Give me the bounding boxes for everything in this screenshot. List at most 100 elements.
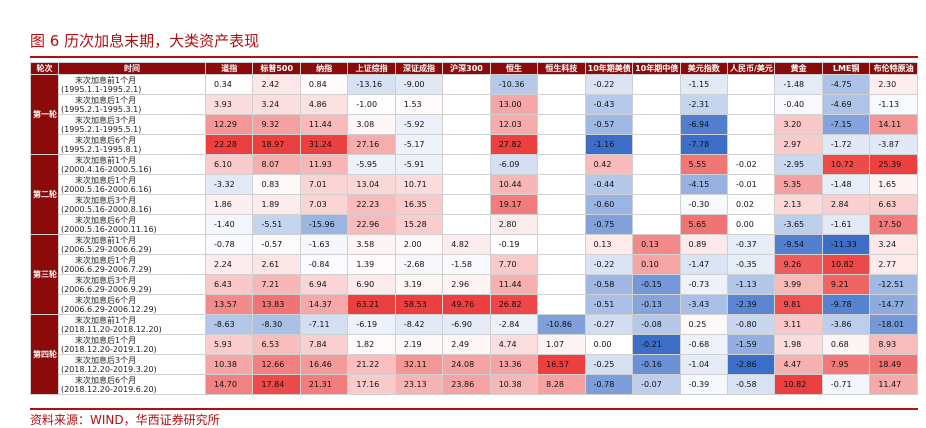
value-cell: [442, 174, 491, 195]
value-cell: 3.24: [252, 94, 301, 115]
value-cell: -1.16: [584, 134, 634, 155]
value-cell: 9.26: [774, 254, 823, 275]
value-cell: 3.19: [394, 274, 444, 295]
value-cell: 16.46: [299, 354, 349, 375]
value-cell: [537, 274, 586, 295]
value-cell: [537, 294, 586, 315]
time-cell: 末次加息后1个月 (2006.6.29-2006.7.29): [58, 254, 206, 275]
value-cell: -1.48: [774, 74, 823, 95]
value-cell: -0.51: [584, 294, 634, 315]
round-cell: 第一轮: [30, 74, 59, 155]
column-header: 轮次: [30, 62, 59, 75]
data-row: 末次加息后6个月 (2018.12.20-2019.6.20) 14.70 17.84…: [31, 374, 918, 395]
data-row: 末次加息后3个月 (1995.2.1-1995.5.1) 12.29 9.32 11.4…: [31, 114, 918, 135]
column-header: 纳指: [299, 62, 349, 75]
time-period: (2006.5.29-2006.6.29): [61, 244, 152, 254]
value-cell: 5.65: [679, 214, 728, 235]
value-cell: [442, 194, 491, 215]
value-cell: -4.75: [821, 74, 871, 95]
value-cell: -1.59: [726, 334, 776, 355]
value-cell: 1.82: [347, 334, 396, 355]
value-cell: 23.86: [442, 374, 491, 395]
value-cell: -3.65: [774, 214, 823, 235]
value-cell: 10.82: [821, 254, 871, 275]
time-label: 末次加息后1个月: [75, 175, 137, 185]
time-label: 末次加息后6个月: [75, 375, 137, 385]
value-cell: 2.42: [252, 74, 301, 95]
time-label: 末次加息后3个月: [75, 115, 137, 125]
value-cell: 4.74: [489, 334, 539, 355]
time-label: 末次加息前1个月: [75, 315, 137, 325]
column-header: 深证成指: [394, 62, 444, 75]
column-header: 10年期美债: [584, 62, 634, 75]
value-cell: -0.68: [679, 334, 728, 355]
value-cell: 22.23: [347, 194, 396, 215]
value-cell: 1.89: [252, 194, 301, 215]
value-cell: -1.00: [347, 94, 396, 115]
value-cell: [442, 154, 491, 175]
value-cell: 3.11: [774, 314, 823, 335]
value-cell: 1.53: [394, 94, 444, 115]
data-row: 第三轮 末次加息前1个月 (2006.5.29-2006.6.29) -0.78 -0.…: [30, 234, 918, 315]
figure-title: 图 6 历次加息末期，大类资产表现: [30, 32, 260, 50]
value-cell: 14.11: [869, 114, 918, 135]
value-cell: -9.00: [394, 74, 444, 95]
value-cell: 4.47: [774, 354, 823, 375]
value-cell: 13.04: [347, 174, 396, 195]
value-cell: [726, 94, 776, 115]
value-cell: -0.13: [632, 294, 681, 315]
value-cell: 5.55: [679, 154, 728, 175]
value-cell: -9.54: [774, 234, 823, 255]
value-cell: -0.22: [584, 74, 634, 95]
value-cell: 10.44: [489, 174, 539, 195]
value-cell: -7.78: [679, 134, 728, 155]
column-header: 布伦特原油: [869, 62, 918, 75]
value-cell: 0.83: [252, 174, 301, 195]
value-cell: 0.13: [584, 234, 634, 255]
value-cell: -1.15: [679, 74, 728, 95]
value-cell: -0.40: [774, 94, 823, 115]
value-cell: 18.97: [252, 134, 301, 155]
value-cell: -5.95: [347, 154, 396, 175]
value-cell: 1.39: [347, 254, 396, 275]
value-cell: [632, 194, 681, 215]
value-cell: 3.99: [774, 274, 823, 295]
value-cell: [632, 214, 681, 235]
value-cell: 27.82: [489, 134, 539, 155]
value-cell: -3.32: [204, 174, 254, 195]
value-cell: 13.36: [489, 354, 539, 375]
source-rule: [30, 408, 918, 410]
time-label: 末次加息后3个月: [75, 275, 137, 285]
value-cell: [442, 134, 491, 155]
value-cell: 14.70: [204, 374, 254, 395]
value-cell: [537, 74, 586, 95]
value-cell: 6.43: [204, 274, 254, 295]
value-cell: [537, 94, 586, 115]
value-cell: 8.07: [252, 154, 301, 175]
value-cell: 17.84: [252, 374, 301, 395]
value-cell: [537, 194, 586, 215]
value-cell: 16.35: [394, 194, 444, 215]
value-cell: [726, 74, 776, 95]
time-label: 末次加息前1个月: [75, 75, 137, 85]
value-cell: -5.91: [394, 154, 444, 175]
value-cell: 0.10: [632, 254, 681, 275]
time-label: 末次加息后6个月: [75, 215, 137, 225]
time-period: (2000.5.16-2000.6.16): [61, 184, 152, 194]
value-cell: 6.94: [299, 274, 349, 295]
value-cell: 13.57: [204, 294, 254, 315]
value-cell: 0.00: [726, 214, 776, 235]
value-cell: -0.57: [252, 234, 301, 255]
value-cell: 19.17: [489, 194, 539, 215]
time-period: (2006.6.29-2006.12.29): [61, 304, 157, 314]
value-cell: 11.93: [299, 154, 349, 175]
time-period: (1995.1.1-1995.2.1): [61, 84, 142, 94]
data-row: 末次加息后6个月 (2000.5.16-2000.11.16) -1.40 -5.51…: [31, 214, 918, 235]
value-cell: 0.68: [821, 334, 871, 355]
value-cell: -5.92: [394, 114, 444, 135]
time-label: 末次加息后6个月: [75, 295, 137, 305]
value-cell: -0.58: [726, 374, 776, 395]
value-cell: 6.63: [869, 194, 918, 215]
time-label: 末次加息后1个月: [75, 335, 137, 345]
value-cell: -8.63: [204, 314, 254, 335]
